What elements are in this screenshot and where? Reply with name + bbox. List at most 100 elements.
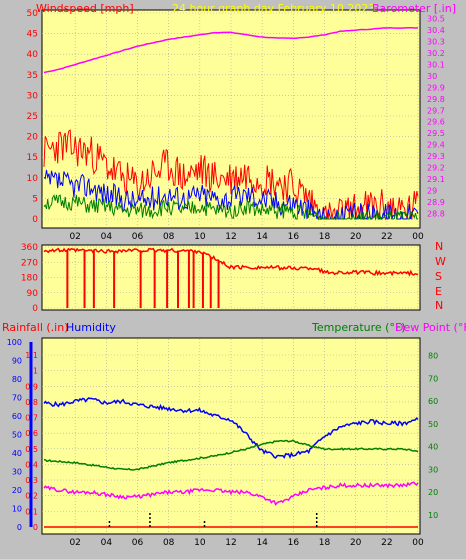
wind-x-tick-label: 22 bbox=[381, 232, 392, 242]
climate-x-tick-label: 18 bbox=[319, 538, 331, 548]
climate-left-axes: 00.10.20.30.40.50.60.70.80.911.101020304… bbox=[7, 338, 38, 532]
climate-series-line bbox=[43, 481, 419, 506]
windspeed-tick-label: 50 bbox=[27, 9, 39, 19]
barometer-tick-label: 29.6 bbox=[427, 118, 445, 127]
climate-series bbox=[43, 397, 419, 528]
direction-tick-label: 180 bbox=[21, 274, 38, 284]
chart-title: 24 hour graph day February 10 2023 bbox=[172, 2, 375, 15]
climate-x-tick-label: 00 bbox=[412, 538, 424, 548]
humidity-tick-label: 60 bbox=[12, 412, 22, 421]
rainfall-tick-label: 1 bbox=[33, 367, 38, 376]
barometer-tick-label: 29.7 bbox=[427, 106, 445, 115]
direction-series bbox=[43, 247, 419, 308]
climate-x-tick-label: 20 bbox=[350, 538, 362, 548]
wind-x-axis: 02 04 06 08 10 12 14 16 18 20 22 00 bbox=[69, 232, 424, 242]
humidity-tick-label: 30 bbox=[12, 468, 22, 477]
humidity-tick-label: 20 bbox=[12, 486, 22, 495]
barometer-tick-label: 30.5 bbox=[427, 15, 445, 24]
barometer-axis-label: Barometer [.in] bbox=[372, 2, 456, 15]
humidity-tick-label: 50 bbox=[12, 431, 22, 440]
rainfall-tick-label: 0 bbox=[33, 523, 38, 532]
wind-series bbox=[43, 26, 419, 221]
direction-series-line bbox=[43, 247, 419, 277]
barometer-tick-label: 30.2 bbox=[427, 49, 445, 58]
humidity-tick-label: 80 bbox=[12, 375, 22, 384]
climate-series-line bbox=[43, 397, 419, 460]
wind-x-tick-label: 18 bbox=[319, 232, 331, 242]
temperature-tick-label: 10 bbox=[428, 511, 438, 520]
wind-x-tick-label: 20 bbox=[350, 232, 362, 242]
wind-x-tick-label: 14 bbox=[256, 232, 268, 242]
humidity-tick-label: 40 bbox=[12, 449, 22, 458]
direction-grid bbox=[42, 246, 420, 309]
humidity-tick-label: 10 bbox=[12, 505, 22, 514]
direction-tick-label: 90 bbox=[27, 289, 39, 299]
direction-tick-label: 270 bbox=[21, 258, 38, 268]
direction-left-axis: 0 90 180 270 360 bbox=[21, 243, 38, 314]
humidity-tick-label: 70 bbox=[12, 394, 22, 403]
climate-x-tick-label: 08 bbox=[163, 538, 175, 548]
dewpoint-axis-label: Dew Point (°F) bbox=[395, 321, 466, 334]
barometer-tick-label: 29.2 bbox=[427, 164, 445, 173]
humidity-axis-label: Humidity bbox=[66, 321, 116, 334]
windspeed-tick-label: 10 bbox=[27, 174, 39, 184]
barometer-tick-label: 30.3 bbox=[427, 38, 445, 47]
compass-label: N bbox=[435, 299, 443, 312]
barometer-tick-label: 29.1 bbox=[427, 175, 445, 184]
climate-x-axis: 02 04 06 08 10 12 14 16 18 20 22 00 bbox=[69, 538, 424, 548]
temperature-tick-label: 40 bbox=[428, 443, 438, 452]
barometer-tick-label: 29.8 bbox=[427, 95, 445, 104]
climate-x-tick-label: 22 bbox=[381, 538, 392, 548]
temperature-tick-label: 70 bbox=[428, 374, 438, 383]
humidity-tick-label: 90 bbox=[12, 357, 22, 366]
wind-series-line bbox=[43, 194, 418, 221]
humidity-tick-label: 100 bbox=[7, 338, 22, 347]
compass-label: N bbox=[435, 240, 443, 253]
wind-x-tick-label: 12 bbox=[225, 232, 236, 242]
temperature-tick-label: 80 bbox=[428, 352, 438, 361]
windspeed-tick-label: 25 bbox=[27, 112, 38, 122]
wind-right-axis: 28.8 28.9 29 29.1 29.2 29.3 29.4 29.5 29.6 29.7 29… bbox=[427, 15, 445, 219]
rainfall-axis-label: Rainfall (.in) bbox=[2, 321, 69, 334]
wind-x-tick-label: 08 bbox=[163, 232, 175, 242]
windspeed-tick-label: 15 bbox=[27, 153, 38, 163]
barometer-tick-label: 30.1 bbox=[427, 61, 445, 70]
temperature-tick-label: 50 bbox=[428, 420, 438, 429]
wind-x-tick-label: 10 bbox=[194, 232, 206, 242]
climate-x-tick-label: 02 bbox=[69, 538, 80, 548]
compass-label: S bbox=[435, 270, 442, 283]
barometer-tick-label: 30 bbox=[427, 72, 437, 81]
barometer-tick-label: 28.9 bbox=[427, 198, 445, 207]
windspeed-tick-label: 30 bbox=[27, 91, 39, 101]
climate-right-axis: 10 20 30 40 50 60 70 80 bbox=[428, 352, 438, 520]
wind-left-axis: 0 5 10 15 20 25 30 35 40 45 50 bbox=[27, 9, 39, 225]
windspeed-tick-label: 45 bbox=[27, 30, 38, 40]
barometer-tick-label: 29.4 bbox=[427, 141, 445, 150]
barometer-tick-label: 29 bbox=[427, 186, 437, 195]
temperature-tick-label: 30 bbox=[428, 465, 438, 474]
windspeed-axis-label: Windspeed [mph] bbox=[36, 2, 134, 15]
wind-x-tick-label: 16 bbox=[288, 232, 300, 242]
wind-x-tick-label: 06 bbox=[132, 232, 144, 242]
windspeed-tick-label: 5 bbox=[32, 194, 38, 204]
climate-x-tick-label: 06 bbox=[132, 538, 144, 548]
temperature-tick-label: 20 bbox=[428, 488, 438, 497]
windspeed-tick-label: 20 bbox=[27, 133, 39, 143]
barometer-series-line bbox=[43, 26, 419, 74]
windspeed-tick-label: 0 bbox=[32, 215, 38, 225]
barometer-tick-label: 29.3 bbox=[427, 152, 445, 161]
direction-tick-label: 0 bbox=[32, 304, 38, 314]
barometer-tick-label: 29.5 bbox=[427, 129, 445, 138]
barometer-tick-label: 29.9 bbox=[427, 83, 445, 92]
compass-label: W bbox=[435, 255, 446, 268]
climate-x-tick-label: 04 bbox=[101, 538, 113, 548]
climate-x-tick-label: 10 bbox=[194, 538, 206, 548]
climate-x-tick-label: 14 bbox=[256, 538, 268, 548]
barometer-tick-label: 30.4 bbox=[427, 26, 445, 35]
climate-series-line bbox=[43, 439, 419, 471]
barometer-tick-label: 28.8 bbox=[427, 209, 445, 218]
compass-label: E bbox=[435, 285, 442, 298]
